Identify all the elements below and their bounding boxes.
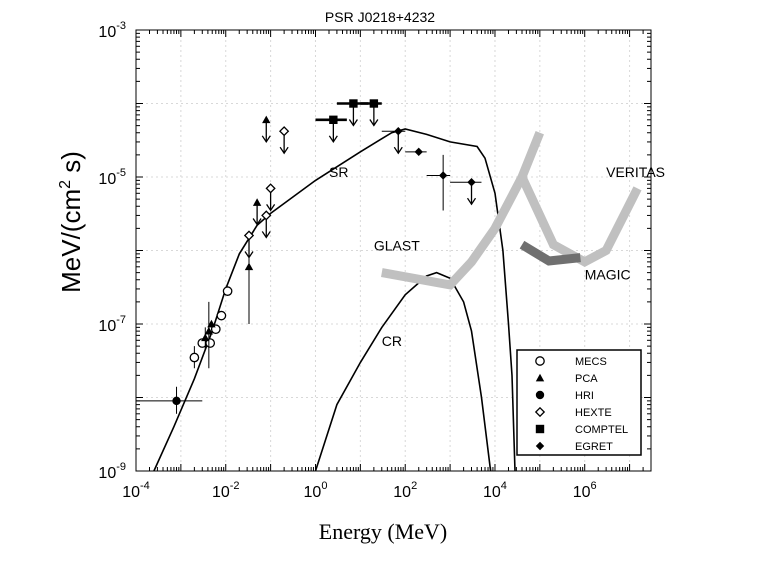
upper-limit-arrow (261, 135, 271, 143)
data-point-hri (136, 386, 203, 414)
data-point-mecs (216, 310, 227, 321)
marker-diamond-open (279, 126, 290, 137)
upper-limit-arrow (261, 231, 271, 239)
curve-label-magic: MAGIC (585, 267, 631, 283)
legend-marker-hexte (534, 406, 546, 418)
x-tick-label: 104 (483, 480, 507, 501)
marker-triangle-filled (252, 198, 262, 206)
upper-limit-arrow (328, 135, 338, 143)
marker-square-filled (349, 99, 358, 108)
legend-marker-pca (535, 373, 545, 382)
curve-label-cr: CR (382, 333, 402, 349)
data-point-egret (381, 126, 406, 155)
data-point-hexte (265, 183, 276, 212)
marker-square-filled (329, 115, 338, 125)
series-magic-line (519, 240, 581, 266)
marker-diamond-filled (438, 171, 448, 180)
upper-limit-arrow (244, 251, 254, 259)
upper-limit-arrow (279, 146, 289, 155)
marker-triangle-filled (244, 262, 254, 271)
data-point-egret (450, 177, 482, 206)
legend-label-egret: EGRET (575, 441, 613, 453)
upper-limit-arrow (466, 197, 477, 206)
legend-label-comptel: COMPTEL (575, 424, 628, 436)
marker-square-filled (369, 99, 379, 108)
legend-label-hexte: HEXTE (575, 407, 612, 419)
legend-marker-egret (535, 441, 545, 451)
data-point-mecs (222, 286, 233, 296)
data-point-comptel (360, 99, 382, 127)
y-tick-label: 10-9 (98, 461, 126, 482)
curve-label-veritas: VERITAS (606, 164, 665, 180)
legend-label-hri: HRI (575, 390, 594, 402)
marker-diamond-filled (394, 126, 403, 136)
series-glast-line (381, 131, 544, 290)
legend: MECS PCA HRI HEXTE COMPTEL EGRET (516, 349, 642, 456)
marker-diamond-open (243, 230, 255, 241)
x-tick-label: 100 (304, 480, 328, 501)
marker-circle-filled (172, 396, 181, 406)
y-tick-label: 10-7 (98, 314, 126, 335)
x-tick-label: 106 (573, 480, 597, 501)
marker-triangle-filled (201, 333, 210, 342)
data-point-pca (204, 301, 214, 369)
marker-triangle-filled (262, 115, 271, 124)
marker-diamond-filled (467, 177, 476, 187)
marker-circle-open (222, 286, 233, 296)
data-point-hexte (243, 230, 255, 259)
legend-box (516, 349, 642, 456)
curve-label-glast: GLAST (374, 238, 420, 254)
legend-label-mecs: MECS (575, 356, 607, 368)
data-point-hexte (261, 115, 271, 143)
data-point-hexte (252, 198, 262, 226)
x-tick-label: 10-4 (122, 480, 150, 501)
series-cr-line (314, 271, 492, 472)
data-point-pca (207, 319, 216, 328)
upper-limit-arrow (266, 204, 276, 212)
axis-ticks: 10-4 10-2 100 102 104 106 10-3 10-5 10-7 10-9 (98, 20, 652, 501)
data-point-mecs (189, 346, 200, 369)
marker-diamond-open (265, 183, 276, 194)
marker-circle-open (216, 310, 227, 321)
y-tick-label: 10-5 (98, 167, 126, 188)
series-sr-line (153, 128, 516, 472)
legend-marker-mecs (535, 356, 545, 366)
marker-circle-open (189, 352, 200, 363)
series-layer (153, 128, 642, 472)
upper-limit-arrow (369, 119, 379, 127)
upper-limit-arrow (252, 218, 262, 226)
data-point-egret (405, 147, 427, 157)
series-veritas-line (517, 175, 642, 268)
chart-title: PSR J0218+4232 (325, 9, 435, 25)
marker-triangle-filled (204, 326, 214, 335)
x-tick-label: 102 (393, 480, 417, 501)
legend-marker-hri (535, 390, 545, 400)
legend-marker-comptel (535, 424, 545, 434)
data-point-pca (201, 327, 210, 350)
curve-label-sr: SR (329, 164, 348, 180)
y-tick-label: 10-3 (98, 20, 126, 41)
data-point-hexte (279, 126, 290, 155)
legend-label-pca: PCA (575, 373, 598, 385)
x-axis-label: Energy (MeV) (319, 519, 448, 544)
data-point-egret (426, 154, 451, 211)
data-point-comptel (315, 115, 347, 143)
upper-limit-arrow (393, 146, 403, 155)
x-tick-label: 10-2 (212, 480, 240, 501)
marker-diamond-filled (414, 147, 423, 157)
marker-triangle-filled (207, 319, 216, 328)
curve-labels-layer: SR CR GLAST VERITAS MAGIC (329, 164, 665, 349)
y-axis-label: MeV/(cm2 s) (56, 151, 86, 293)
upper-limit-arrow (348, 119, 358, 127)
data-points-layer (136, 99, 482, 414)
marker-diamond-open (261, 210, 272, 221)
data-point-hexte (261, 210, 272, 239)
